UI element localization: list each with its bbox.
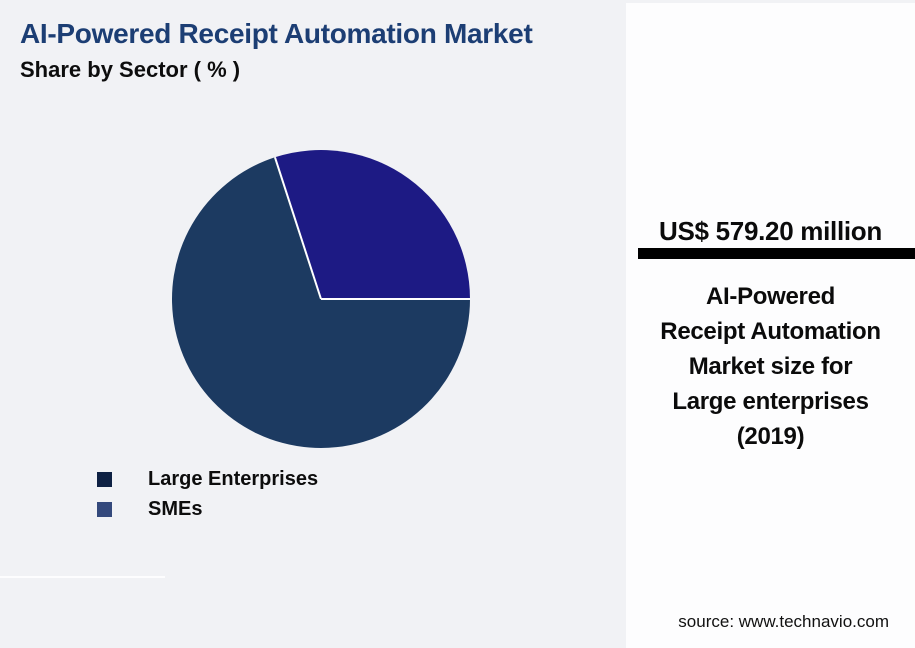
legend-swatch-smes [97, 501, 112, 517]
source-credit: source: www.technavio.com [678, 612, 889, 631]
market-description: AI-Powered Receipt Automation Market siz… [626, 279, 915, 454]
legend-swatch-large-enterprises [97, 471, 112, 487]
market-value: US$ 579.20 million [659, 216, 882, 246]
market-description-line: Receipt Automation [660, 318, 881, 345]
chart-legend: Large Enterprises SMEs [97, 464, 318, 524]
pie-slice-smes [274, 149, 470, 299]
legend-item-large-enterprises: Large Enterprises [97, 464, 318, 494]
page-title: AI-Powered Receipt Automation Market [20, 18, 533, 49]
legend-label-smes: SMEs [148, 497, 203, 520]
legend-item-smes: SMEs [97, 494, 318, 524]
market-description-line: Large enterprises [672, 388, 869, 415]
divider-bar [638, 248, 915, 259]
pie-chart [172, 149, 471, 448]
market-description-line: (2019) [736, 423, 805, 450]
market-description-line: Market size for [688, 353, 853, 380]
info-panel: US$ 579.20 million AI-Powered Receipt Au… [626, 3, 915, 648]
page-subtitle: Share by Sector ( % ) [20, 57, 241, 82]
legend-label-large-enterprises: Large Enterprises [148, 467, 319, 490]
slice-separator-line [274, 156, 322, 300]
market-description-line: AI-Powered [705, 283, 836, 310]
divider-line [0, 576, 165, 578]
pie-slice-large-enterprises [172, 157, 471, 448]
